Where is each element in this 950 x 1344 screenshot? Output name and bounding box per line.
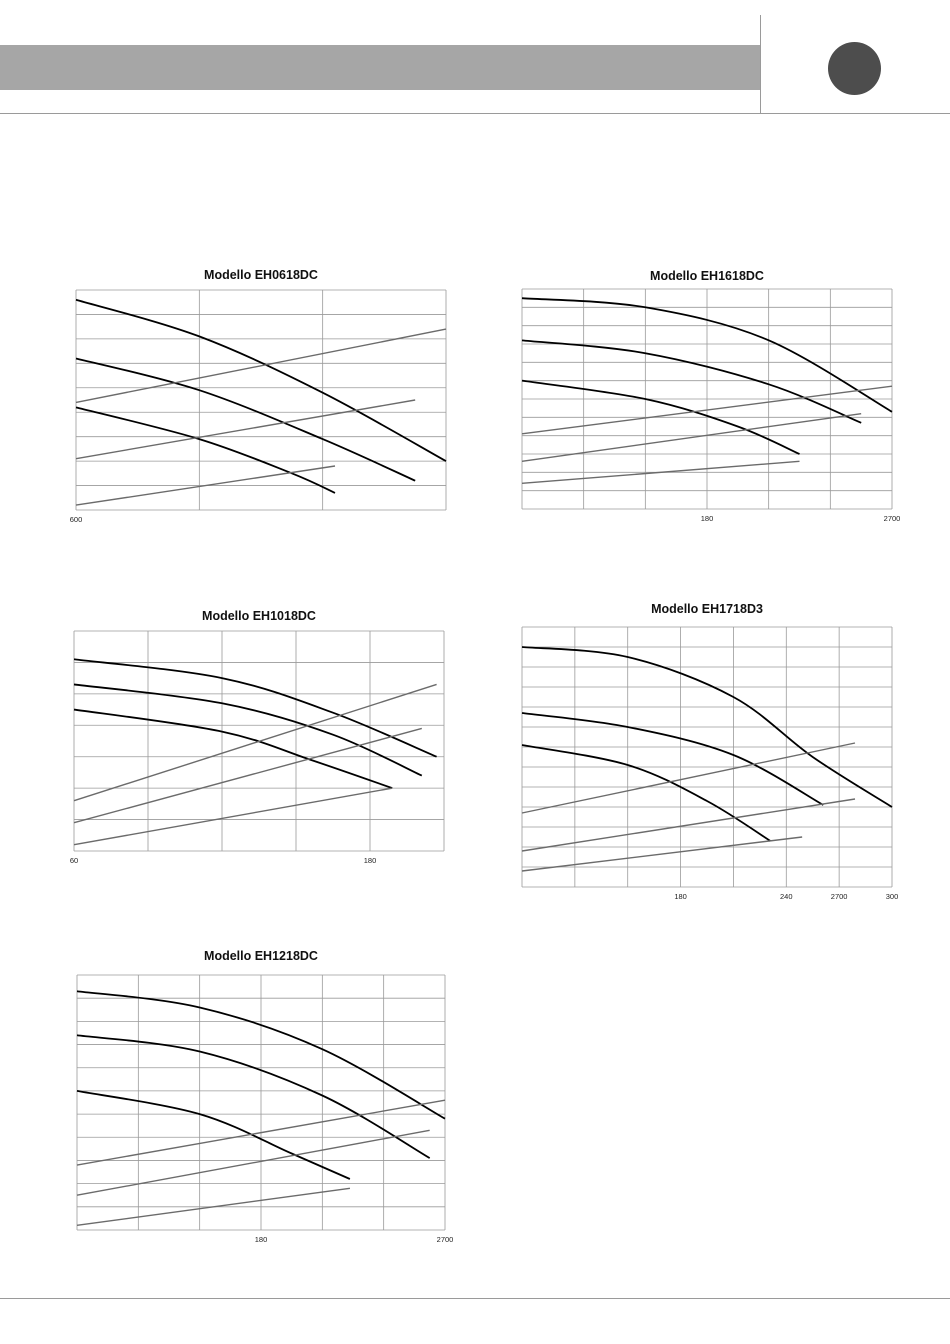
page-badge [828, 42, 881, 95]
header-divider [760, 15, 761, 113]
series-line [521, 836, 803, 872]
chart-title: Modello EH1218DC [204, 949, 318, 963]
series-curve [521, 297, 893, 413]
series-curve [73, 683, 423, 777]
x-tick-label: 2700 [437, 1235, 454, 1244]
x-tick-label: 2700 [831, 892, 848, 901]
series-curve [76, 1034, 431, 1159]
series-line [76, 1187, 351, 1227]
chart-title: Modello EH1018DC [202, 609, 316, 623]
series-curve [521, 379, 800, 455]
x-tick-label: 240 [780, 892, 793, 901]
series-curve [76, 990, 446, 1120]
series-line [76, 1129, 430, 1196]
series-curve [521, 339, 862, 424]
header-rule [0, 113, 950, 114]
series-curve [75, 357, 416, 482]
series-curve [76, 1090, 351, 1180]
x-tick-label: 180 [364, 856, 377, 865]
chart-title: Modello EH1618DC [650, 269, 764, 283]
series-line [521, 385, 893, 435]
chart-title: Modello EH0618DC [204, 268, 318, 282]
series-curve [75, 406, 336, 494]
series-curve [521, 712, 824, 806]
x-tick-label: 600 [70, 515, 83, 524]
series-line [521, 460, 800, 485]
footer-rule [0, 1298, 950, 1299]
x-tick-label: 180 [701, 514, 714, 523]
series-curve [73, 708, 393, 789]
chart-title: Modello EH1718D3 [651, 602, 763, 616]
series-line [521, 798, 856, 852]
series-line [73, 787, 393, 846]
series-line [75, 328, 447, 404]
series-line [73, 727, 422, 824]
x-tick-label: 60 [70, 856, 78, 865]
x-tick-label: 2700 [884, 514, 901, 523]
series-curve [75, 298, 447, 462]
series-line [521, 412, 862, 463]
series-curve [521, 744, 771, 842]
series-line [76, 1099, 446, 1166]
x-tick-label: 180 [255, 1235, 268, 1244]
series-line [73, 683, 437, 802]
series-curve [521, 646, 893, 808]
x-tick-label: 180 [674, 892, 687, 901]
header-bar [0, 45, 760, 90]
series-line [521, 742, 856, 814]
series-line [75, 399, 416, 460]
series-curve [73, 658, 437, 758]
x-tick-label: 300 [886, 892, 899, 901]
series-line [75, 465, 336, 506]
